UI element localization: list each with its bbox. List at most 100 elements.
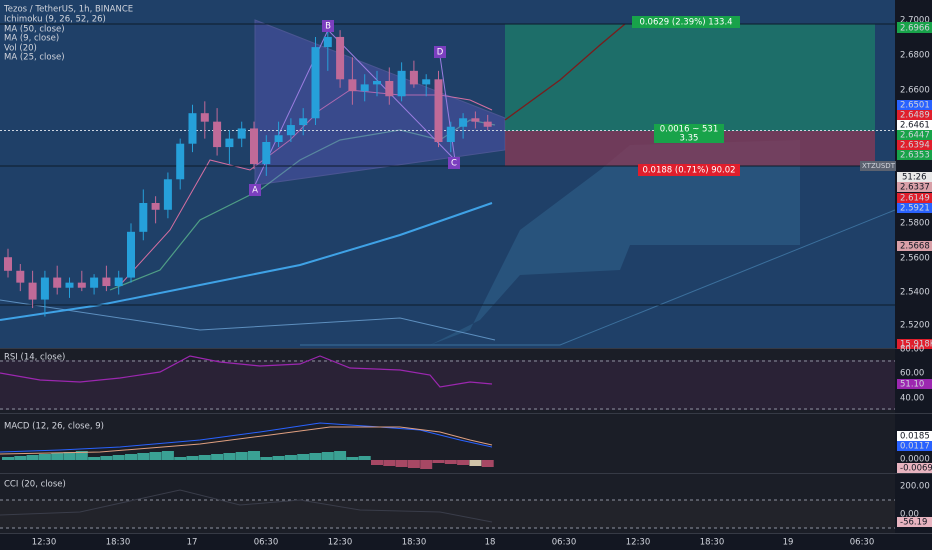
price-tag (897, 110, 932, 120)
candle-body (262, 142, 271, 165)
macd-histogram (38, 454, 51, 460)
countdown: 51:26 (902, 173, 927, 183)
target-label-bg (632, 16, 740, 28)
price-label: 2.7000 (900, 16, 930, 26)
price-label: 2.5600 (900, 254, 930, 264)
macd-histogram (149, 452, 162, 460)
candle-body (28, 282, 37, 300)
macd-histogram (112, 455, 125, 460)
macd-tag (897, 441, 932, 451)
candle-body (286, 125, 295, 136)
macd-histogram (457, 460, 470, 465)
macd-histogram (346, 457, 359, 460)
candle-body (373, 80, 381, 85)
macd-histogram (481, 460, 494, 467)
macd-histogram (432, 460, 445, 463)
time-label: 18 (485, 538, 496, 548)
price-label: 2.6149 (900, 194, 930, 204)
candle-body (471, 118, 480, 122)
macd-histogram (248, 451, 260, 460)
pattern-label: C (451, 159, 457, 169)
candle-body (274, 135, 283, 143)
price-label: 2.6461 (900, 121, 930, 131)
macd-histogram (161, 451, 174, 460)
macd-histogram (2, 457, 14, 460)
volume-label: 15.918K (900, 340, 932, 350)
cci-label: -56.19 (900, 518, 927, 528)
pane-title: MACD (12, 26, close, 9) (4, 422, 104, 432)
rsi-tag (897, 379, 932, 389)
candle-body (459, 118, 468, 127)
macd-histogram (223, 453, 236, 460)
candle-body (422, 79, 431, 85)
macd-histogram (26, 455, 39, 460)
macd-label: 0.0000 (900, 455, 930, 465)
pattern-label: D (437, 48, 444, 58)
time-label: 12:30 (328, 538, 353, 548)
macd-histogram (51, 453, 64, 460)
indicator-legend: MA (25, close) (4, 53, 65, 63)
candle-body (323, 36, 332, 48)
candle-body (139, 203, 148, 232)
cci-label: 0.00 (900, 510, 919, 520)
ratio-label: 3.35 (680, 134, 699, 144)
macd-histogram (235, 452, 248, 460)
macd-histogram (75, 451, 88, 460)
macd-histogram (125, 454, 137, 460)
price-label: 2.6966 (900, 24, 930, 34)
price-tag (897, 339, 932, 349)
candle-body (200, 113, 209, 122)
candle-body (151, 203, 160, 210)
cci-tag (897, 517, 932, 527)
pane-title: RSI (14, close) (4, 353, 65, 363)
ma-9 (119, 89, 493, 286)
pattern-badge (434, 46, 446, 58)
candle-body (114, 277, 123, 287)
symbol-tag (860, 161, 896, 171)
pattern-label: B (325, 22, 331, 32)
cci-band (0, 500, 895, 528)
price-label: 2.6501 (900, 101, 930, 111)
price-tag (897, 241, 932, 251)
candle-body (360, 84, 369, 92)
ma-50 (0, 202, 493, 321)
time-label: 17 (187, 538, 198, 548)
symbol-tag-label: XTZUSDT (862, 162, 896, 170)
pattern-badge (322, 20, 334, 32)
macd-histogram (334, 451, 347, 460)
time-label: 18:30 (700, 538, 725, 548)
indicator-legend: MA (50, close) (4, 25, 65, 35)
ma-25 (109, 119, 496, 291)
macd-histogram (420, 460, 433, 469)
candle-body (225, 138, 234, 148)
entry-label: 0.0016 ~ 531 (660, 125, 719, 135)
candle-body (102, 277, 111, 287)
candle-body (348, 79, 357, 92)
candle-body (299, 118, 308, 126)
price-label: 2.6353 (900, 151, 930, 161)
macd-histogram (383, 460, 396, 466)
price-label: 2.5668 (900, 242, 930, 252)
macd-line (0, 422, 493, 453)
price-tag (897, 182, 932, 192)
candle-body (434, 79, 443, 143)
time-label: 06:30 (254, 538, 279, 548)
price-tag (897, 193, 932, 203)
indicator-legend: Ichimoku (9, 26, 52, 26) (4, 15, 106, 25)
pattern-badge (249, 184, 261, 196)
macd-histogram (186, 456, 199, 460)
indicator-legend: Vol (20) (4, 44, 37, 54)
rsi-label: 80.00 (900, 345, 924, 355)
candle-body (176, 143, 185, 180)
macd-label: -0.0069 (900, 464, 932, 474)
rsi-label: 51.10 (900, 380, 924, 390)
price-label: 2.5400 (900, 288, 930, 298)
rsi-band (0, 360, 895, 410)
ichimoku-line (0, 299, 496, 341)
price-label: 2.6800 (900, 51, 930, 61)
macd-histogram (469, 460, 482, 466)
price-tag (897, 120, 932, 130)
macd-histogram (284, 455, 297, 460)
price-label: 2.5921 (900, 204, 930, 214)
